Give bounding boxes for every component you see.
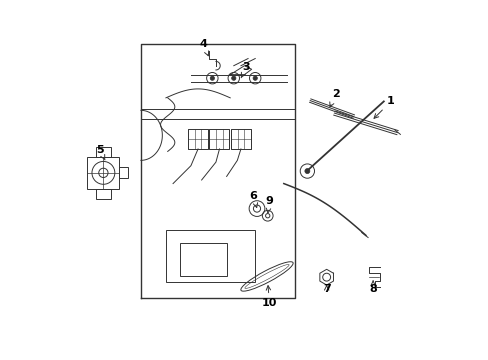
Text: 3: 3 xyxy=(241,63,249,78)
Circle shape xyxy=(253,76,257,80)
Bar xyxy=(165,230,255,282)
Text: 10: 10 xyxy=(261,285,277,308)
Bar xyxy=(209,129,229,149)
Text: 6: 6 xyxy=(249,191,257,207)
Text: 4: 4 xyxy=(199,39,208,56)
Bar xyxy=(188,129,207,149)
Text: 7: 7 xyxy=(322,284,330,294)
Bar xyxy=(180,243,226,276)
Circle shape xyxy=(231,76,235,80)
Bar xyxy=(87,157,119,189)
Bar xyxy=(95,189,111,199)
Bar xyxy=(119,167,128,178)
Text: 5: 5 xyxy=(96,145,105,160)
Bar xyxy=(230,129,250,149)
Circle shape xyxy=(210,76,214,80)
Text: 1: 1 xyxy=(373,96,394,118)
Text: 8: 8 xyxy=(368,281,376,294)
Text: 9: 9 xyxy=(265,197,273,213)
Bar xyxy=(95,147,111,157)
Circle shape xyxy=(304,168,309,174)
Text: 2: 2 xyxy=(329,89,339,107)
